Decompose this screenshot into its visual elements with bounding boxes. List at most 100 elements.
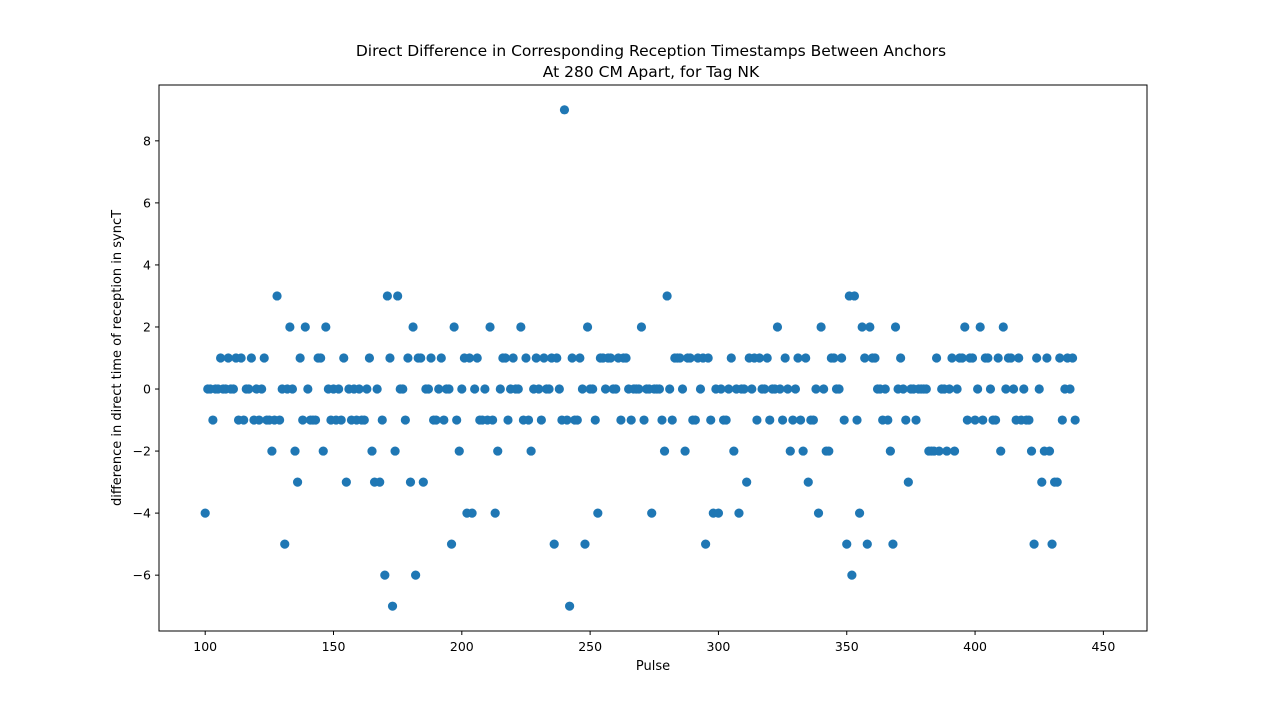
data-point [593, 508, 603, 518]
data-point [223, 353, 233, 363]
data-point [762, 353, 772, 363]
data-point [444, 384, 454, 394]
data-point [944, 384, 955, 394]
data-point [531, 353, 541, 363]
data-point [680, 446, 690, 456]
data-point [321, 322, 331, 332]
data-point [883, 415, 893, 425]
y-tick-label: 2 [143, 319, 151, 334]
data-point [760, 384, 770, 394]
data-point [921, 384, 931, 394]
data-point [292, 477, 303, 487]
data-point [795, 415, 806, 425]
data-point [416, 353, 426, 363]
data-point [706, 415, 716, 425]
data-point [513, 384, 523, 394]
data-point [685, 353, 695, 363]
data-point [449, 322, 459, 332]
data-point [713, 508, 724, 518]
data-point [801, 353, 811, 363]
data-point [300, 322, 310, 332]
data-point [947, 353, 957, 363]
x-axis-ticks: 100 150 200 250 300 350 400 450 [193, 631, 1115, 654]
data-point [310, 415, 321, 425]
data-point [634, 384, 644, 394]
data-point [811, 384, 821, 394]
data-point [885, 446, 895, 456]
data-point [316, 353, 326, 363]
data-point [375, 477, 385, 487]
data-point [729, 446, 739, 456]
data-point [400, 415, 410, 425]
y-tick-label: 8 [143, 133, 151, 148]
data-point [508, 353, 518, 363]
data-point [931, 353, 942, 363]
data-point [1070, 415, 1080, 425]
data-point [901, 415, 911, 425]
data-point [405, 477, 416, 487]
data-point [785, 446, 795, 456]
data-point [364, 353, 375, 363]
data-point [754, 353, 765, 363]
data-point [1001, 384, 1011, 394]
data-point [1037, 477, 1047, 487]
data-point [839, 415, 849, 425]
data-point [803, 477, 813, 487]
data-point [1052, 477, 1062, 487]
x-tick-label: 300 [707, 639, 731, 654]
data-point [716, 384, 726, 394]
data-point [372, 384, 382, 394]
data-point [493, 446, 503, 456]
data-point [267, 446, 277, 456]
data-point [790, 384, 801, 394]
data-point [896, 353, 906, 363]
data-point [911, 415, 921, 425]
data-point [298, 415, 308, 425]
data-point [285, 322, 295, 332]
data-point [380, 570, 390, 580]
data-point [813, 508, 824, 518]
data-point [662, 291, 672, 301]
data-point [341, 477, 351, 487]
data-point [870, 353, 880, 363]
data-point [952, 384, 962, 394]
data-point [382, 291, 392, 301]
data-point [1067, 353, 1078, 363]
data-point [287, 384, 298, 394]
data-point [934, 446, 944, 456]
data-point [452, 415, 462, 425]
data-point [467, 508, 477, 518]
data-point [690, 415, 700, 425]
data-point [377, 415, 387, 425]
data-point [857, 322, 867, 332]
data-point [967, 353, 978, 363]
data-point [290, 446, 300, 456]
data-point [239, 415, 249, 425]
data-point [695, 384, 706, 394]
data-point [657, 415, 667, 425]
data-point [1042, 353, 1052, 363]
x-tick-label: 100 [193, 639, 217, 654]
data-point [1008, 384, 1019, 394]
data-point [616, 415, 626, 425]
data-point [860, 353, 870, 363]
data-point [898, 384, 908, 394]
data-point [777, 415, 788, 425]
x-tick-label: 150 [322, 639, 346, 654]
data-point [439, 415, 449, 425]
data-point [854, 508, 865, 518]
data-point [539, 353, 549, 363]
data-point [747, 384, 757, 394]
data-point [611, 384, 621, 394]
data-point [318, 446, 328, 456]
data-point [654, 384, 665, 394]
data-points [200, 105, 1080, 611]
data-point [985, 384, 996, 394]
chart-title-line-2: At 280 CM Apart, for Tag NK [543, 63, 760, 81]
y-tick-label: −4 [133, 506, 151, 521]
data-point [254, 415, 264, 425]
data-point [275, 415, 285, 425]
data-point [503, 415, 513, 425]
